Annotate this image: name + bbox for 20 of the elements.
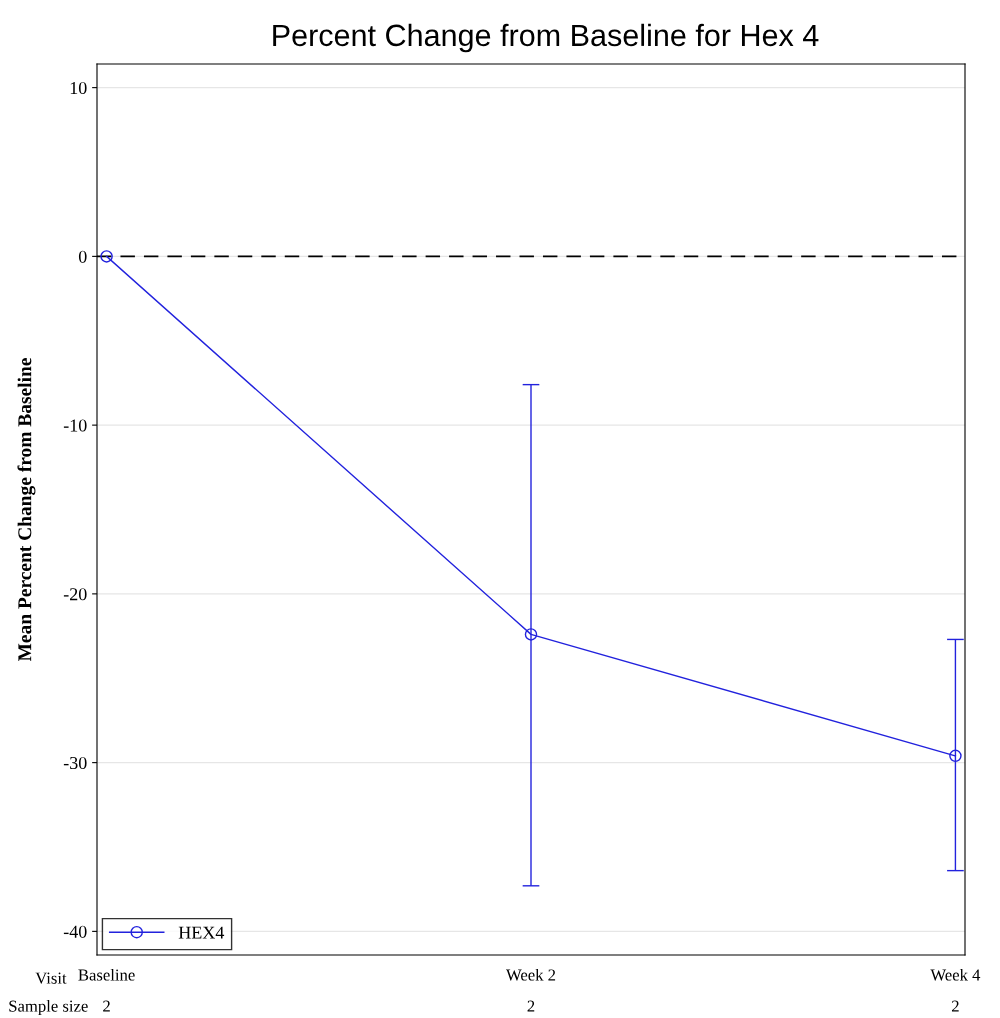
x-axis-title: Visit [35, 972, 67, 984]
text: 2 [103, 1000, 110, 1012]
y-tick-label: -40 [63, 925, 87, 938]
x-tick-label: Week 4 [930, 968, 981, 981]
point [949, 749, 962, 763]
y-tick-label: -20 [63, 588, 87, 601]
y-tick-label: 0 [78, 250, 87, 263]
x-tick-label: Baseline [78, 968, 135, 981]
x-tick-label: Week 2 [506, 968, 556, 981]
y-axis-title: Mean Percent Change from Baseline [17, 358, 36, 662]
y-tick-label: -10 [63, 419, 87, 432]
point [524, 628, 538, 641]
chart-title: Percent Change from Baseline for Hex 4 [273, 23, 819, 53]
legend-label: HEX4 [178, 926, 225, 939]
text: 2 [951, 1000, 959, 1012]
text: 2 [527, 1000, 535, 1012]
y-tick-label: 10 [70, 81, 87, 95]
point [100, 250, 113, 263]
y-tick-label: -30 [63, 756, 87, 770]
text: Sample size [9, 1000, 88, 1016]
